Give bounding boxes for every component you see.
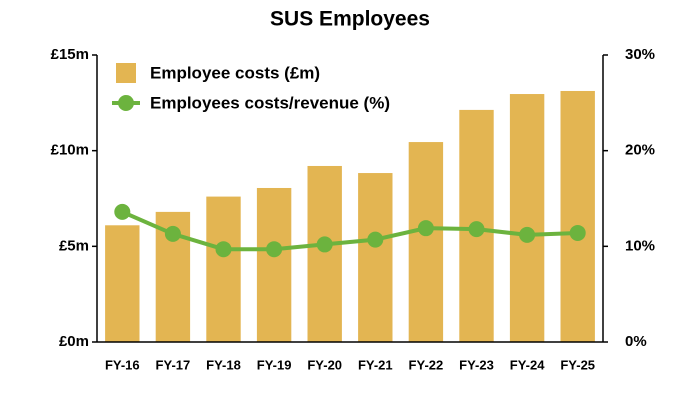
x-tick-label: FY-24 bbox=[510, 357, 545, 372]
bar bbox=[256, 187, 292, 342]
line-point bbox=[114, 203, 131, 220]
bar bbox=[408, 142, 444, 342]
y2-tick-label: 30% bbox=[625, 46, 655, 63]
y2-tick-label: 0% bbox=[625, 333, 647, 350]
x-tick-label: FY-25 bbox=[560, 357, 595, 372]
x-tick-label: FY-22 bbox=[409, 357, 444, 372]
y2-tick-label: 10% bbox=[625, 237, 655, 254]
line-point bbox=[367, 231, 384, 248]
legend-swatch bbox=[118, 95, 134, 111]
legend-label: Employees costs/revenue (%) bbox=[150, 93, 390, 112]
legend-label: Employee costs (£m) bbox=[150, 63, 320, 82]
line-point bbox=[266, 241, 283, 258]
chart-title: SUS Employees bbox=[270, 8, 430, 31]
x-tick-label: FY-19 bbox=[257, 357, 292, 372]
bar bbox=[307, 165, 342, 342]
line bbox=[121, 210, 578, 252]
line-point bbox=[468, 221, 485, 238]
bar bbox=[105, 225, 140, 342]
line-point bbox=[519, 226, 536, 243]
x-tick-label: FY-21 bbox=[358, 357, 393, 372]
y-tick-label: £0m bbox=[59, 333, 89, 350]
line-point bbox=[316, 236, 333, 253]
line-point bbox=[164, 225, 181, 242]
y-tick-label: £15m bbox=[51, 46, 89, 63]
line-point bbox=[569, 224, 586, 241]
y-tick-label: £10m bbox=[51, 142, 89, 159]
y-tick-label: £5m bbox=[59, 237, 89, 254]
bar bbox=[560, 90, 595, 342]
legend-swatch bbox=[116, 63, 136, 83]
x-tick-label: FY-17 bbox=[156, 357, 191, 372]
bar bbox=[509, 94, 545, 342]
x-tick-label: FY-16 bbox=[105, 357, 140, 372]
x-tick-label: FY-18 bbox=[206, 357, 241, 372]
line-point bbox=[417, 220, 434, 237]
x-tick-label: FY-20 bbox=[307, 357, 342, 372]
bar bbox=[358, 173, 393, 342]
x-tick-label: FY-23 bbox=[459, 357, 494, 372]
bar bbox=[206, 196, 241, 342]
y2-tick-label: 20% bbox=[625, 142, 655, 159]
line-point bbox=[215, 241, 232, 258]
